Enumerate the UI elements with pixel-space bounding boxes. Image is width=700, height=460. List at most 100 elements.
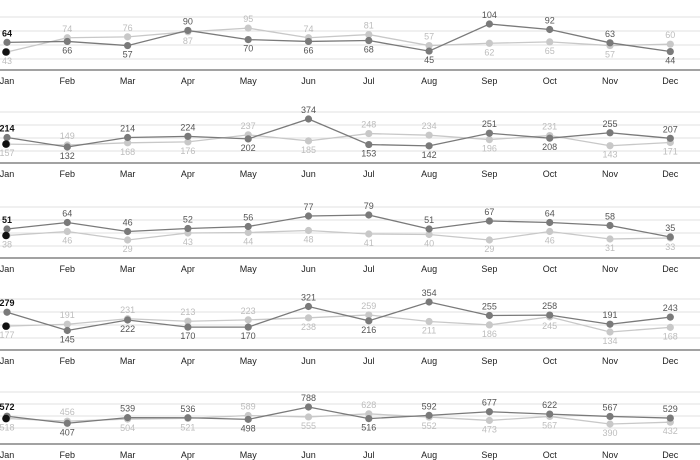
x-tick-label: Mar (120, 76, 136, 86)
data-point (425, 225, 433, 233)
x-tick-label: Apr (181, 356, 195, 366)
data-point (546, 218, 554, 227)
x-tick-label: Dec (662, 76, 679, 86)
data-label: 63 (605, 29, 615, 39)
data-label: 186 (482, 329, 497, 339)
series-line (6, 214, 671, 238)
x-tick-label: Jun (301, 76, 316, 86)
data-point (606, 221, 614, 230)
data-label: 354 (422, 288, 437, 298)
data-label: 38 (2, 240, 12, 250)
data-label: 214 (120, 124, 135, 134)
data-point (63, 326, 71, 335)
data-label: 196 (482, 144, 497, 154)
data-point (485, 135, 493, 144)
series-line (6, 132, 671, 147)
data-point (606, 235, 614, 243)
data-label: 539 (120, 404, 135, 414)
data-point (365, 30, 373, 39)
data-label: 216 (361, 325, 376, 335)
data-label: 234 (422, 121, 437, 131)
data-label: 62 (484, 47, 494, 57)
data-label: 279 (0, 298, 15, 308)
data-label: 74 (303, 24, 313, 34)
data-label: 45 (424, 55, 434, 65)
data-label: 81 (364, 21, 374, 31)
data-point (184, 224, 192, 233)
data-point (184, 317, 192, 325)
data-label: 555 (301, 421, 316, 431)
data-label: 191 (60, 310, 75, 320)
data-label: 202 (241, 143, 256, 153)
x-tick-label: Oct (543, 356, 558, 366)
data-point (304, 37, 313, 46)
data-point (546, 311, 554, 319)
start-marker (2, 48, 10, 56)
x-tick-label: Apr (181, 450, 195, 460)
x-tick-label: Apr (181, 169, 195, 179)
data-label: 170 (241, 331, 256, 341)
x-tick-label: Jul (363, 76, 375, 86)
data-label: 57 (424, 32, 434, 42)
data-label: 145 (60, 335, 75, 345)
data-label: 153 (361, 149, 376, 159)
data-point (666, 414, 674, 422)
start-marker (2, 322, 10, 330)
data-label: 589 (241, 402, 256, 412)
data-label: 567 (602, 402, 617, 412)
x-tick-label: Aug (421, 76, 437, 86)
data-label: 157 (0, 148, 15, 158)
data-label: 168 (663, 331, 678, 341)
series-line (6, 23, 671, 53)
data-point (63, 143, 71, 151)
data-point (3, 38, 11, 46)
x-tick-label: Jun (301, 450, 316, 460)
x-tick-label: May (240, 76, 258, 86)
data-point (425, 317, 433, 326)
x-tick-label: Oct (543, 450, 558, 460)
data-label: 224 (180, 122, 195, 132)
data-label: 60 (665, 30, 675, 40)
data-label: 504 (120, 423, 135, 433)
data-label: 77 (303, 202, 313, 212)
data-label: 223 (241, 306, 256, 316)
data-label: 518 (0, 423, 15, 433)
data-point (3, 225, 11, 233)
start-marker (2, 414, 10, 423)
data-point (425, 411, 433, 419)
data-label: 529 (663, 404, 678, 414)
data-label: 149 (60, 131, 75, 141)
x-tick-label: Dec (662, 356, 679, 366)
x-tick-label: Sep (481, 264, 497, 274)
data-label: 51 (424, 215, 434, 225)
data-point (606, 39, 614, 47)
x-tick-label: Nov (602, 450, 619, 460)
data-point (365, 317, 373, 325)
data-label: 432 (663, 426, 678, 436)
data-point (244, 24, 252, 32)
data-label: 390 (602, 428, 617, 438)
data-label: 231 (120, 305, 135, 315)
x-tick-label: Sep (481, 356, 497, 366)
x-tick-label: Jul (363, 169, 375, 179)
data-label: 104 (482, 10, 497, 20)
data-point (485, 321, 493, 329)
data-point (184, 26, 192, 35)
x-tick-label: May (240, 450, 258, 460)
data-label: 171 (663, 146, 678, 156)
data-point (606, 142, 614, 150)
data-label: 143 (602, 150, 617, 160)
data-point (63, 37, 71, 46)
data-label: 92 (545, 16, 555, 26)
data-label: 33 (665, 242, 675, 252)
data-point (3, 133, 11, 142)
x-tick-label: Feb (60, 169, 76, 179)
data-label: 677 (482, 398, 497, 408)
data-label: 64 (545, 209, 555, 219)
x-tick-label: Apr (181, 264, 195, 274)
data-label: 255 (602, 119, 617, 129)
data-point (365, 140, 373, 149)
data-label: 74 (62, 24, 72, 34)
data-point (184, 414, 192, 422)
x-tick-label: Nov (602, 264, 619, 274)
